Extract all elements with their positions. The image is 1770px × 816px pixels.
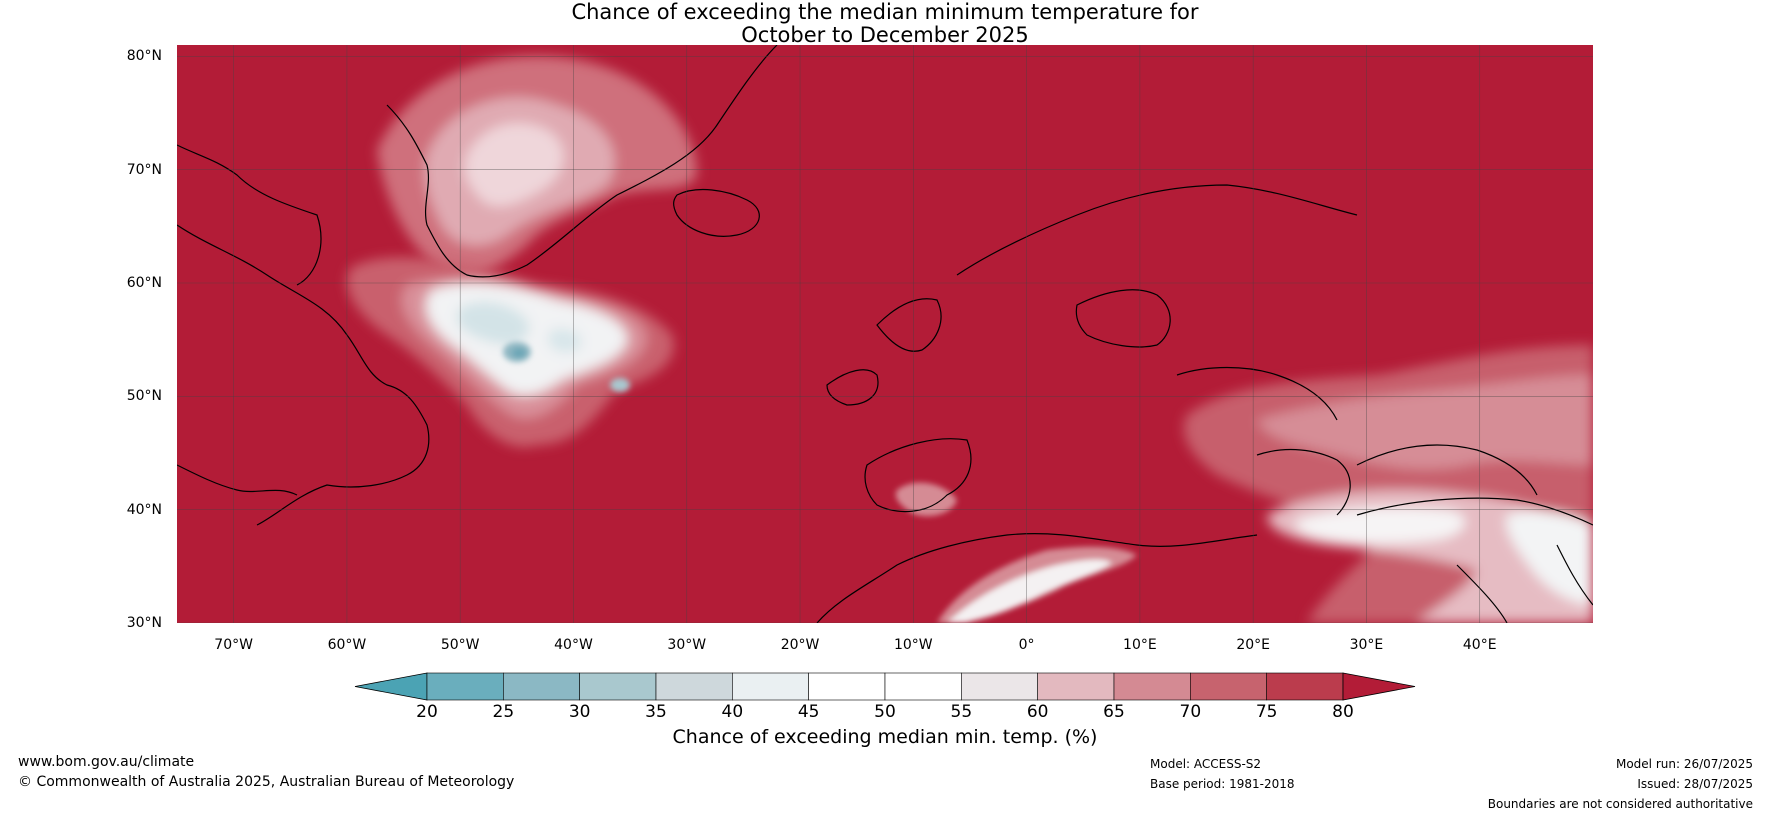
colorbar-segment-1	[503, 672, 580, 701]
greenland-anomaly-region	[377, 56, 697, 279]
colorbar-tick-label: 65	[1103, 702, 1125, 722]
colorbar-segment-5	[808, 672, 886, 701]
colorbar	[354, 672, 1416, 701]
colorbar-segment-0	[426, 672, 504, 701]
longitude-label: 30°W	[667, 637, 707, 653]
longitude-label: 40°W	[554, 637, 593, 653]
colorbar-tick-label: 70	[1179, 702, 1202, 722]
north-africa-anomaly-region	[895, 482, 1137, 623]
longitude-label: 20°W	[780, 637, 820, 653]
latitude-label: 80°N	[126, 48, 162, 65]
labrador-sea-cold-core	[503, 342, 630, 392]
website-text: www.bom.gov.au/climate	[18, 754, 195, 770]
longitude-label: 50°W	[440, 637, 480, 653]
longitude-label: 70°W	[214, 637, 253, 653]
latitude-label: 30°N	[126, 615, 162, 631]
map-title-line1: Chance of exceeding the median minimum t…	[571, 0, 1199, 24]
disclaimer-text: Boundaries are not considered authoritat…	[1487, 797, 1753, 811]
longitude-label: 60°W	[327, 637, 367, 653]
longitude-label: 40°E	[1462, 637, 1497, 653]
graticule	[177, 45, 1593, 623]
colorbar-segment-10	[1190, 672, 1267, 701]
coastlines	[177, 45, 1593, 623]
model-run-text: Model run: 26/07/2025	[1615, 757, 1753, 771]
colorbar-tick-label: 60	[1026, 702, 1049, 722]
colorbar-segment-7	[961, 672, 1038, 701]
colorbar-segment-3	[655, 672, 733, 701]
colorbar-high-extension	[1342, 672, 1416, 701]
map-title-line2: October to December 2025	[741, 23, 1029, 47]
colorbar-tick-label: 30	[568, 702, 591, 722]
colorbar-tick-label: 35	[645, 702, 667, 722]
colorbar-tick-label: 50	[874, 702, 896, 722]
longitude-label: 10°E	[1123, 637, 1157, 653]
colorbar-tick-label: 40	[721, 702, 744, 722]
colorbar-segment-11	[1266, 672, 1344, 701]
model-text: Model: ACCESS-S2	[1150, 757, 1262, 771]
latitude-label: 60°N	[126, 275, 162, 291]
colorbar-low-extension	[354, 672, 428, 701]
longitude-label: 30°E	[1349, 637, 1384, 653]
colorbar-tick-label: 75	[1255, 702, 1278, 722]
base-period-text: Base period: 1981-2018	[1150, 777, 1295, 791]
colorbar-tick-label: 20	[416, 702, 438, 722]
colorbar-tick-label: 80	[1332, 702, 1354, 722]
colorbar-tick-label: 25	[492, 702, 515, 722]
colorbar-title: Chance of exceeding median min. temp. (%…	[672, 726, 1098, 748]
latitude-label: 50°N	[126, 388, 162, 405]
colorbar-segment-9	[1113, 672, 1191, 701]
colorbar-tick-label: 55	[950, 702, 973, 722]
issued-text: Issued: 28/07/2025	[1637, 777, 1753, 791]
longitude-label: 0°	[1018, 637, 1035, 653]
colorbar-segment-2	[579, 672, 657, 701]
longitude-label: 10°W	[893, 637, 933, 653]
eastern-europe-anomaly-region	[1183, 345, 1593, 623]
copyright-text: © Commonwealth of Australia 2025, Austra…	[18, 774, 515, 790]
latitude-label: 40°N	[126, 501, 162, 518]
colorbar-tick-label: 45	[797, 702, 820, 722]
longitude-label: 20°E	[1236, 637, 1270, 653]
colorbar-segment-6	[884, 672, 962, 701]
probability-map	[177, 45, 1593, 623]
colorbar-segment-4	[732, 672, 809, 701]
latitude-label: 70°N	[126, 161, 162, 178]
colorbar-segment-8	[1037, 672, 1115, 701]
